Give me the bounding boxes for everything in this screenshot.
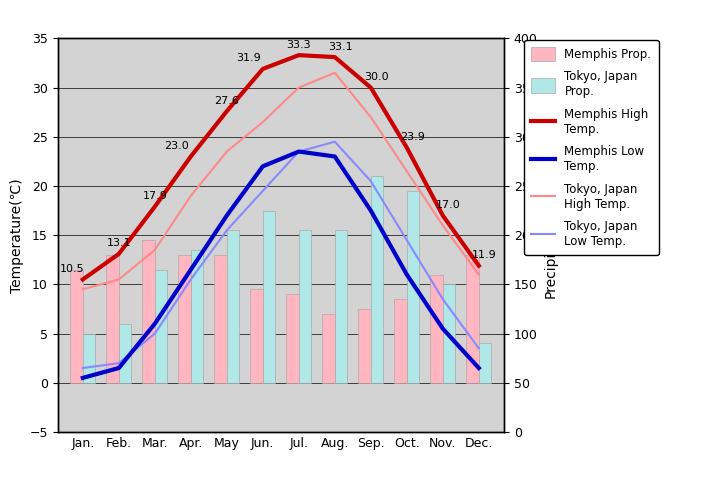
Bar (299, 230, 311, 383)
Text: 30.0: 30.0 (364, 72, 389, 82)
Text: 13.1: 13.1 (107, 239, 131, 248)
Bar (227, 230, 239, 383)
Bar (371, 176, 383, 383)
Bar (71, 270, 83, 383)
Bar (107, 255, 119, 383)
Bar (430, 275, 443, 383)
Bar (479, 344, 491, 383)
Text: 11.9: 11.9 (472, 250, 497, 260)
Bar (215, 255, 227, 383)
Text: 17.0: 17.0 (436, 200, 461, 210)
Text: 33.3: 33.3 (287, 39, 311, 49)
Text: 33.1: 33.1 (328, 42, 353, 51)
Y-axis label: Precipitation(mm): Precipitation(mm) (543, 173, 557, 298)
Bar (263, 211, 275, 383)
Bar (119, 324, 131, 383)
Bar (155, 270, 167, 383)
Text: 31.9: 31.9 (237, 53, 261, 63)
Bar (287, 294, 299, 383)
Bar (394, 299, 407, 383)
Bar (83, 334, 95, 383)
Bar (466, 255, 479, 383)
Bar (443, 284, 455, 383)
Bar (179, 255, 191, 383)
Text: 23.9: 23.9 (400, 132, 425, 142)
Bar (251, 289, 263, 383)
Legend: Memphis Prop., Tokyo, Japan
Prop., Memphis High
Temp., Memphis Low
Temp., Tokyo,: Memphis Prop., Tokyo, Japan Prop., Memph… (524, 39, 659, 255)
Bar (359, 309, 371, 383)
Bar (191, 250, 203, 383)
Bar (323, 314, 335, 383)
Bar (335, 230, 347, 383)
Text: 23.0: 23.0 (165, 141, 189, 151)
Text: 10.5: 10.5 (59, 264, 84, 274)
Bar (407, 191, 419, 383)
Y-axis label: Temperature(℃): Temperature(℃) (10, 178, 24, 292)
Text: 17.9: 17.9 (143, 191, 167, 201)
Bar (142, 240, 155, 383)
Text: 27.6: 27.6 (215, 96, 239, 106)
